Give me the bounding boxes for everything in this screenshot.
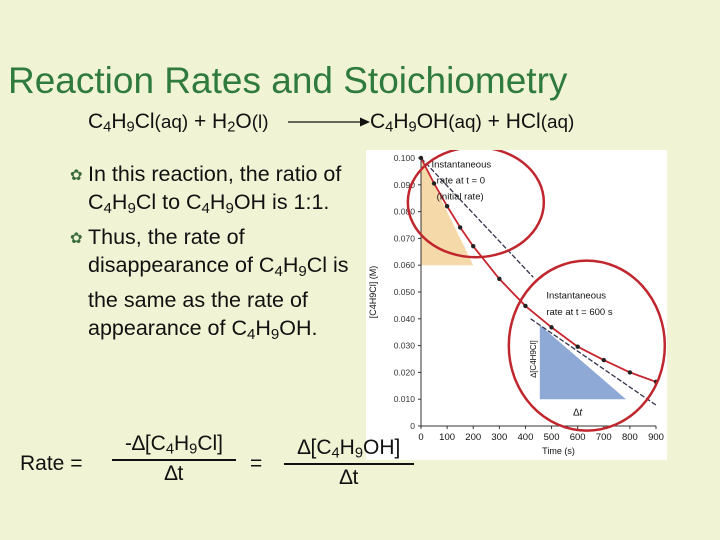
later-highlight-circle bbox=[507, 259, 667, 432]
later-rate-triangle bbox=[539, 324, 626, 400]
fraction-denominator: ∆t bbox=[164, 461, 184, 485]
later-annotation-line1: Instantaneous bbox=[546, 291, 606, 302]
bullet-item: ✿ Thus, the rate of disappearance of C4H… bbox=[70, 224, 349, 343]
y-tick-label: 0.090 bbox=[394, 180, 416, 190]
fraction-numerator: ∆[C4H9OH] bbox=[284, 436, 414, 465]
data-point bbox=[418, 155, 424, 161]
y-tick-label: 0.010 bbox=[394, 394, 416, 404]
data-point bbox=[457, 225, 463, 230]
later-tangent-line bbox=[530, 318, 657, 406]
bullet-icon: ✿ bbox=[70, 167, 83, 184]
y-tick-label: 0.080 bbox=[394, 207, 416, 217]
x-tick-label: 0 bbox=[418, 432, 423, 443]
x-tick-label: 800 bbox=[622, 432, 638, 443]
initial-tangent-line bbox=[420, 157, 534, 278]
slide-title: Reaction Rates and Stoichiometry bbox=[8, 60, 568, 101]
bullet-item: ✿ In this reaction, the ratio of C4H9Cl … bbox=[70, 162, 342, 217]
rate-fraction-reactant: -∆[C4H9Cl] ∆t bbox=[112, 432, 236, 486]
x-tick-label: 500 bbox=[544, 432, 560, 443]
x-tick-label: 100 bbox=[439, 432, 455, 443]
initial-annotation-line1: Instantaneous bbox=[431, 159, 491, 170]
initial-annotation-line2: rate at t = 0 bbox=[437, 175, 485, 186]
data-point bbox=[627, 370, 633, 375]
equals-sign: = bbox=[250, 452, 263, 475]
x-tick-label: 700 bbox=[596, 432, 612, 443]
initial-highlight-circle bbox=[406, 150, 546, 259]
data-point bbox=[471, 243, 476, 249]
delta-y-label: ∆[C4H9Cl] bbox=[529, 340, 538, 377]
x-tick-label: 900 bbox=[648, 432, 664, 443]
y-tick-label: 0 bbox=[410, 421, 415, 431]
y-tick-label: 0.060 bbox=[394, 260, 416, 270]
y-tick-label: 0.020 bbox=[394, 367, 416, 377]
rate-label: Rate = bbox=[20, 452, 83, 475]
rate-fraction-product: ∆[C4H9OH] ∆t bbox=[284, 436, 414, 490]
y-axis-label: [C4H9Cl] (M) bbox=[368, 266, 378, 319]
data-point bbox=[523, 303, 528, 309]
data-point bbox=[497, 276, 502, 282]
data-point bbox=[575, 344, 580, 349]
fraction-numerator: -∆[C4H9Cl] bbox=[112, 432, 236, 461]
data-point bbox=[444, 204, 450, 209]
x-tick-label: 300 bbox=[491, 432, 507, 443]
reaction-arrow-icon bbox=[288, 117, 370, 127]
y-tick-label: 0.030 bbox=[394, 341, 416, 351]
delta-t-label: ∆t bbox=[573, 407, 583, 418]
later-annotation-line2: rate at t = 600 s bbox=[546, 307, 613, 318]
data-point bbox=[431, 181, 437, 186]
x-tick-label: 200 bbox=[465, 432, 481, 443]
bullet-list: ✿ In this reaction, the ratio of C4H9Cl … bbox=[70, 160, 370, 348]
y-tick-label: 0.040 bbox=[394, 314, 416, 324]
data-point bbox=[601, 357, 606, 363]
data-point bbox=[549, 325, 554, 330]
reactants: C4H9Cl(aq) + H2O(l) bbox=[88, 110, 269, 136]
y-tick-label: 0.050 bbox=[394, 287, 416, 297]
concentration-curve bbox=[420, 157, 657, 383]
fraction-denominator: ∆t bbox=[339, 465, 359, 489]
products: C4H9OH(aq) + HCl(aq) bbox=[370, 110, 575, 136]
concentration-time-graph: 0 0.010 0.020 0.030 0.040 0.050 0.060 0.070 0.08… bbox=[366, 150, 667, 460]
x-tick-label: 600 bbox=[570, 432, 586, 443]
y-tick-label: 0.070 bbox=[394, 233, 416, 243]
y-tick-label: 0.100 bbox=[394, 153, 416, 163]
x-axis-label: Time (s) bbox=[542, 446, 575, 456]
x-tick-label: 400 bbox=[518, 432, 534, 443]
bullet-icon: ✿ bbox=[70, 229, 83, 247]
initial-annotation-line3: (initial rate) bbox=[437, 192, 484, 203]
